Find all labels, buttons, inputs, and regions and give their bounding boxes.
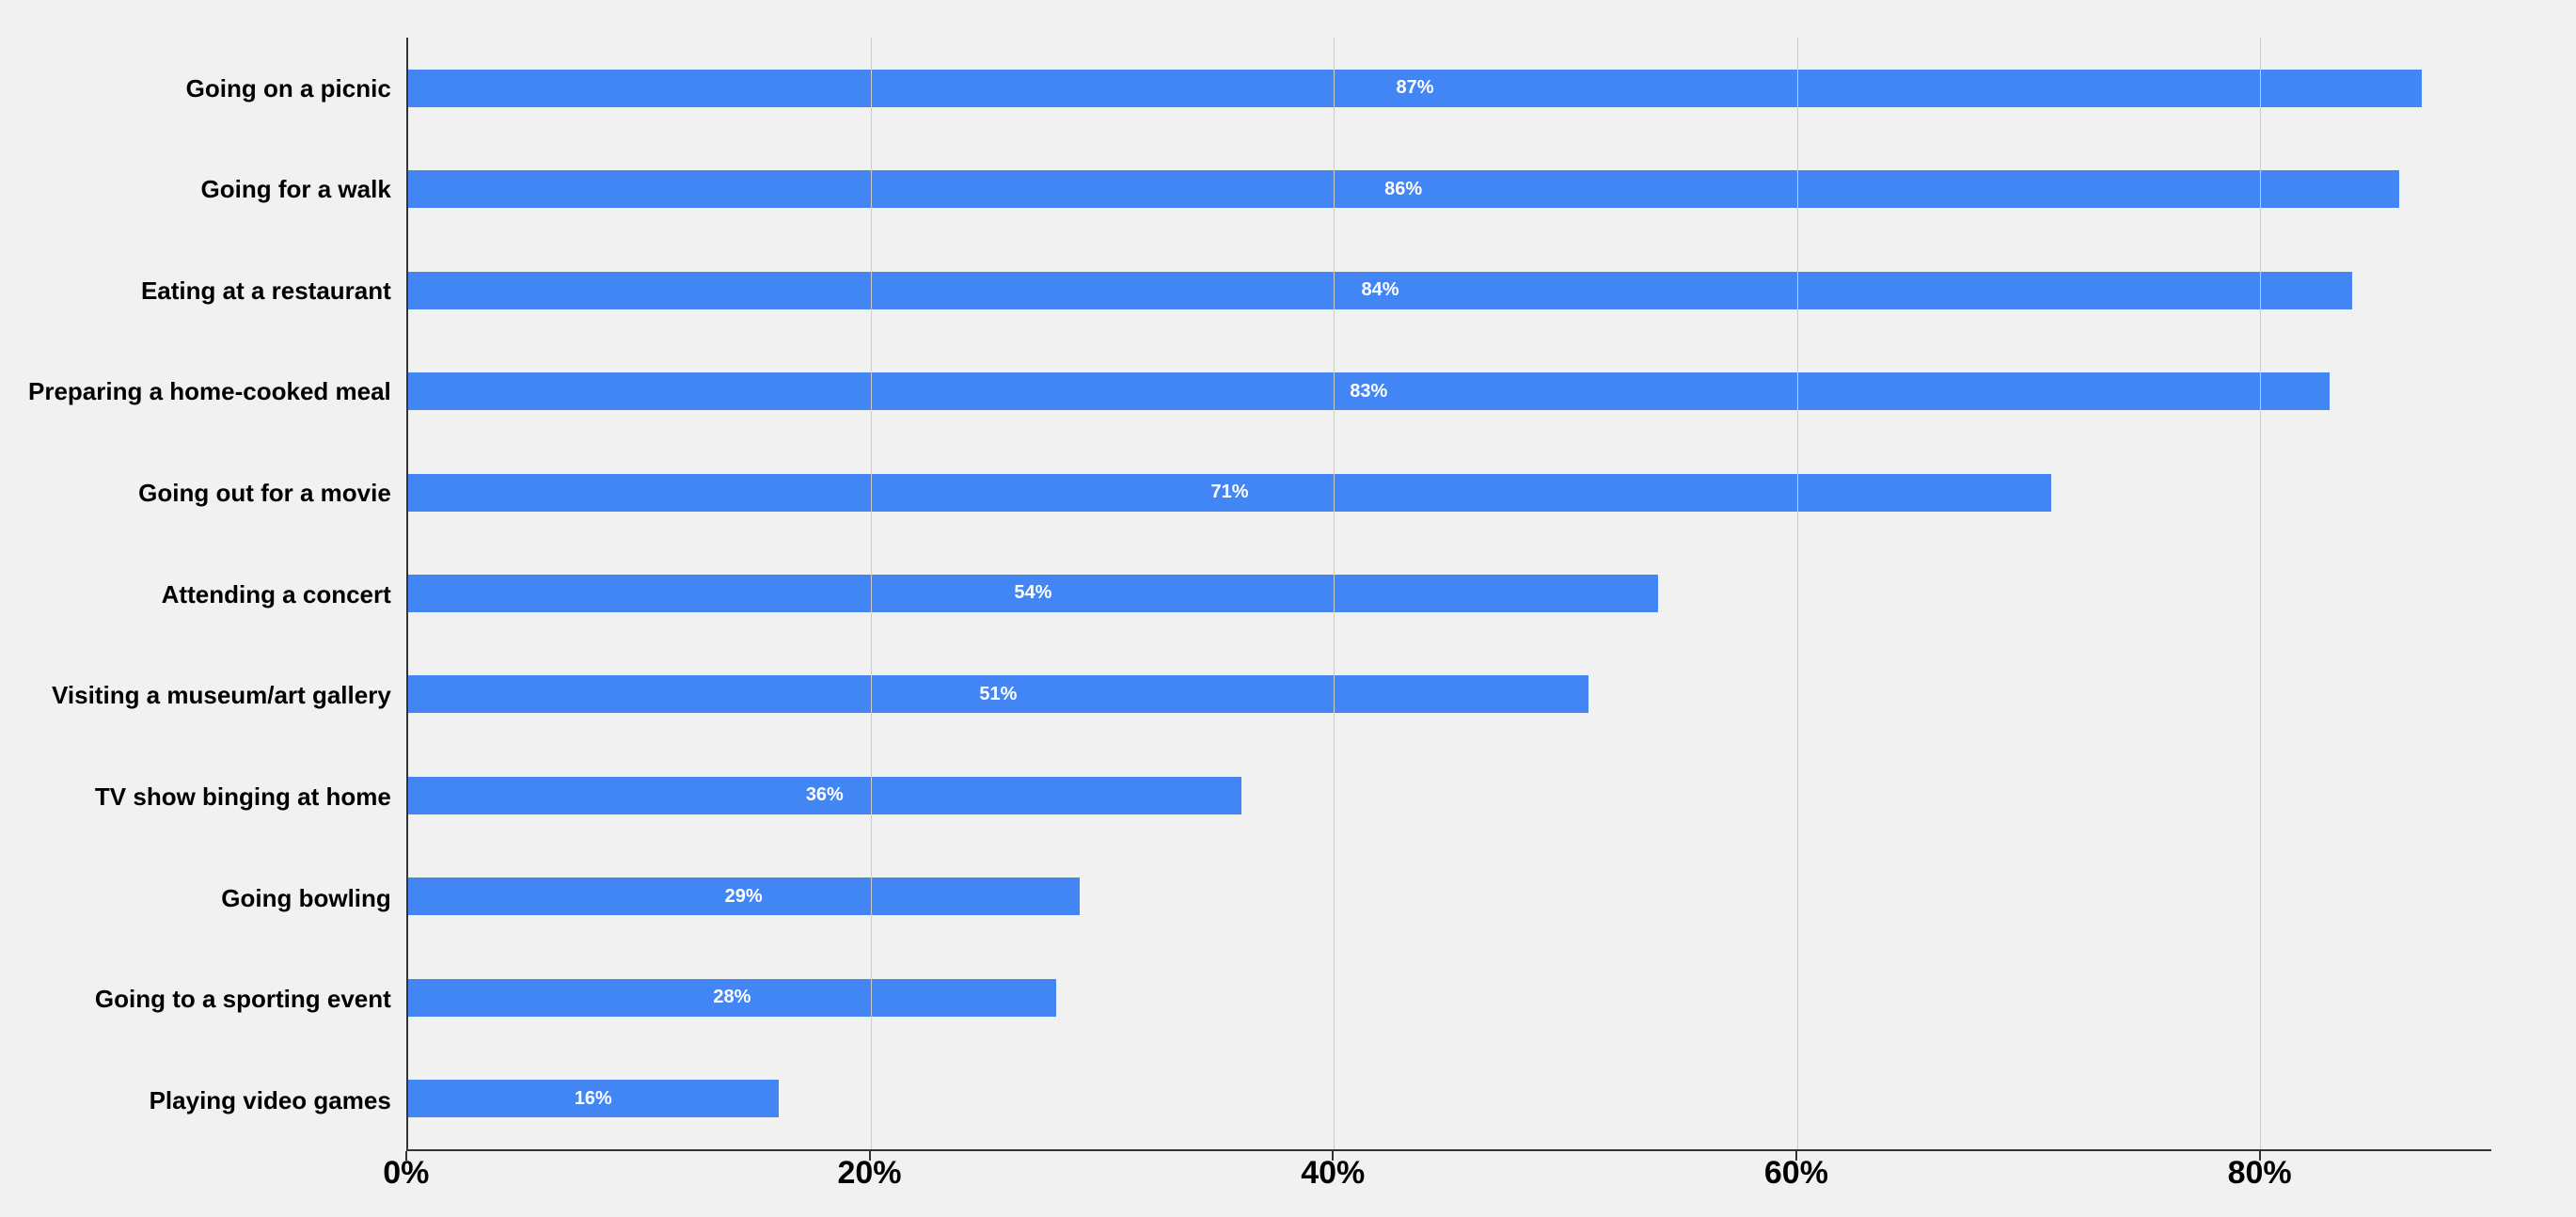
bar: 36% <box>408 777 1241 814</box>
y-axis-label: TV show binging at home <box>28 783 391 811</box>
bars-container: 87% 86% 84% 83% 71% 54% 51% 36% 29% 28% 16% <box>408 38 2491 1149</box>
bar-value-label: 29% <box>725 886 763 908</box>
bar-slot: 54% <box>408 573 2491 614</box>
bar-value-label: 84% <box>1362 279 1399 301</box>
bar-value-label: 83% <box>1350 381 1387 403</box>
bar-slot: 36% <box>408 775 2491 816</box>
bar-slot: 28% <box>408 977 2491 1019</box>
gridline <box>871 38 872 1149</box>
y-axis-label: Playing video games <box>28 1087 391 1114</box>
x-tick-label: 0% <box>383 1157 429 1189</box>
bar: 83% <box>408 372 2330 410</box>
gridline <box>1334 38 1335 1149</box>
bar: 29% <box>408 877 1080 915</box>
bar: 71% <box>408 474 2052 512</box>
bar-slot: 71% <box>408 472 2491 514</box>
y-axis-label: Eating at a restaurant <box>28 277 391 305</box>
x-tick-label: 20% <box>837 1157 901 1189</box>
bar: 28% <box>408 979 1056 1017</box>
bar-value-label: 87% <box>1396 77 1433 99</box>
bar-slot: 86% <box>408 168 2491 210</box>
bar-slot: 29% <box>408 876 2491 917</box>
bar-chart: Going on a picnic Going for a walk Eating … <box>0 0 2576 1217</box>
y-axis-label: Going on a picnic <box>28 75 391 103</box>
bar-slot: 16% <box>408 1078 2491 1119</box>
y-axis-label: Preparing a home-cooked meal <box>28 378 391 405</box>
bar-value-label: 71% <box>1211 482 1249 503</box>
y-axis-label: Going bowling <box>28 885 391 912</box>
x-tick-label: 40% <box>1301 1157 1365 1189</box>
y-axis-labels: Going on a picnic Going for a walk Eating … <box>28 38 406 1151</box>
bar: 84% <box>408 272 2353 309</box>
bar-value-label: 36% <box>806 784 844 806</box>
bar: 87% <box>408 70 2422 107</box>
plot-area: 87% 86% 84% 83% 71% 54% 51% 36% 29% 28% 16% <box>406 38 2491 1151</box>
bar: 54% <box>408 575 1658 612</box>
x-tick-label: 80% <box>2228 1157 2292 1189</box>
y-axis-label: Going for a walk <box>28 176 391 203</box>
plot-row: Going on a picnic Going for a walk Eating … <box>28 38 2491 1151</box>
y-axis-label: Visiting a museum/art gallery <box>28 682 391 709</box>
gridline <box>1797 38 1798 1149</box>
bar-slot: 87% <box>408 68 2491 109</box>
bar: 51% <box>408 675 1588 713</box>
gridline <box>2260 38 2261 1149</box>
x-tick-label: 60% <box>1764 1157 1828 1189</box>
bar-value-label: 28% <box>713 987 751 1008</box>
bar-value-label: 51% <box>979 684 1017 705</box>
bar-value-label: 54% <box>1014 582 1051 604</box>
bar-slot: 51% <box>408 673 2491 715</box>
y-axis-label: Going out for a movie <box>28 480 391 507</box>
y-axis-label: Going to a sporting event <box>28 986 391 1013</box>
x-axis-row: Going on a picnicGoing for a walkEating … <box>28 1151 2491 1208</box>
x-axis: 0%20%40%60%80% <box>406 1151 2491 1208</box>
bar: 16% <box>408 1080 779 1117</box>
bar-slot: 84% <box>408 270 2491 311</box>
bar-value-label: 86% <box>1384 179 1422 200</box>
y-axis-label: Attending a concert <box>28 581 391 608</box>
bar-value-label: 16% <box>575 1088 612 1110</box>
bar-slot: 83% <box>408 371 2491 412</box>
bar: 86% <box>408 170 2399 208</box>
